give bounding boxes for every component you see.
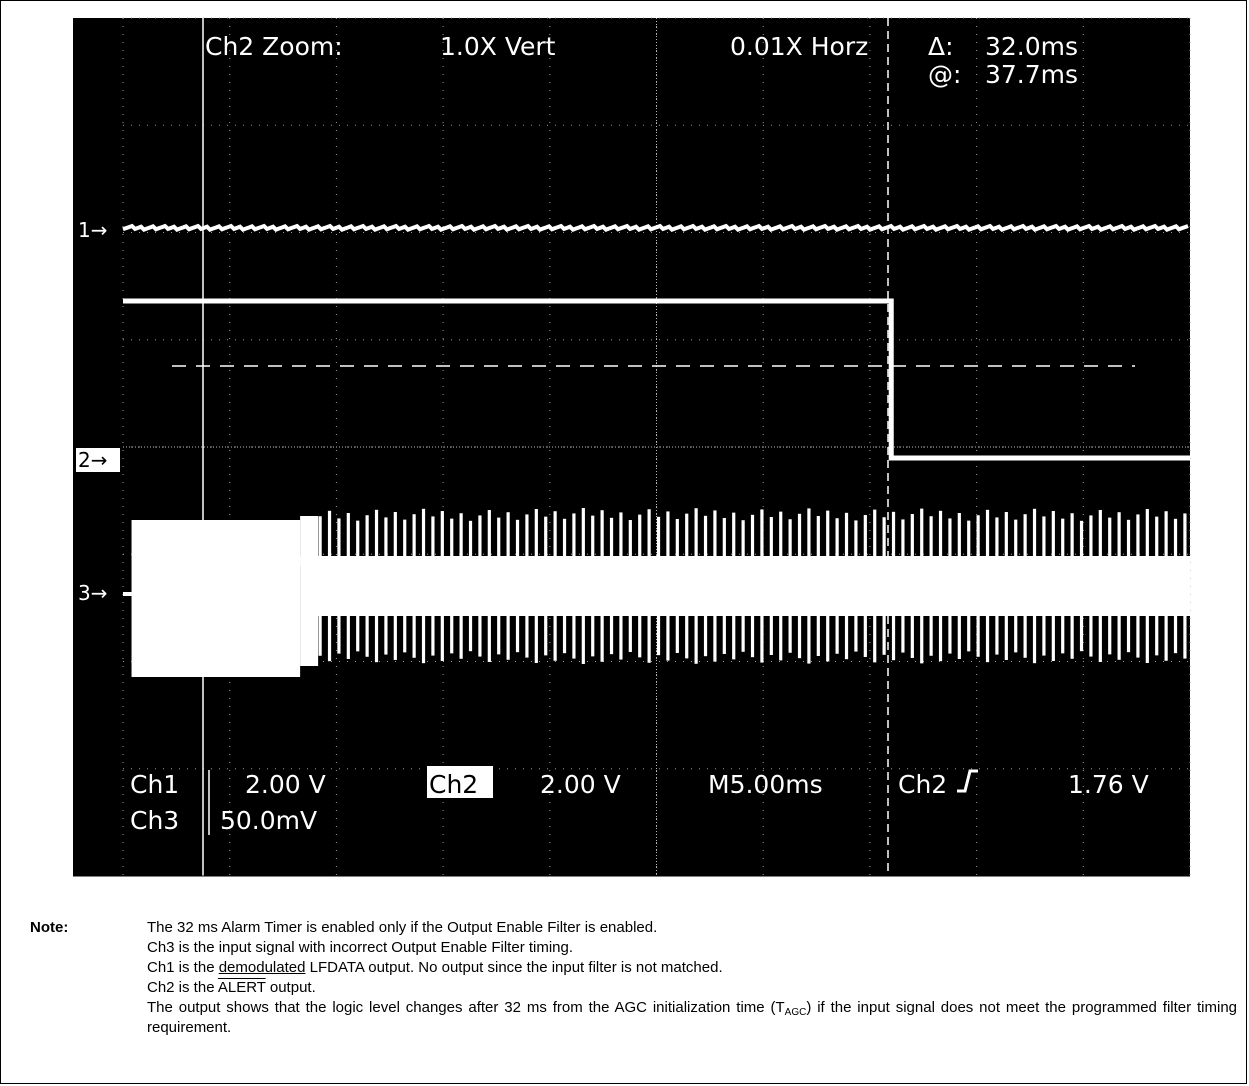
trace-ch2 <box>123 298 1190 461</box>
scope-traces <box>122 223 1190 677</box>
oscilloscope-screen: Ch2 Zoom: 1.0X Vert 0.01X Horz Δ: 32.0ms… <box>73 17 1191 877</box>
ch3-marker: 3→ <box>78 581 107 605</box>
note-line-4: Ch2 is the ALERT output. <box>147 978 1237 998</box>
trigger-source: Ch2 <box>898 770 947 799</box>
note-line-4-post: output. <box>265 979 316 996</box>
note-line-2: Ch3 is the input signal with incorrect O… <box>147 939 574 956</box>
trigger-level: 1.76 V <box>1068 770 1149 799</box>
note-line-4-overlined: ALERT <box>217 979 266 996</box>
ch2-scale: 2.00 V <box>540 770 621 799</box>
trace-ch3-solid-burst <box>131 520 301 677</box>
cursor-delta: 32.0ms <box>985 32 1078 61</box>
trace-ch1 <box>122 223 1189 232</box>
note-line-3-post: LFDATA output. No output since the input… <box>305 959 723 976</box>
delta-symbol: Δ: <box>928 32 954 61</box>
trace-ch3-edge-top <box>300 516 319 566</box>
timebase: M5.00ms <box>708 770 823 799</box>
ch3-name: Ch3 <box>130 806 179 835</box>
trigger-rising-edge-icon <box>957 769 978 793</box>
ch2-name-bg <box>427 766 493 798</box>
ch3-scale: 50.0mV <box>220 806 317 835</box>
ch1-marker: 1→ <box>78 218 107 242</box>
zoom-vert: 1.0X Vert <box>440 32 556 61</box>
ch1-scale: 2.00 V <box>245 770 326 799</box>
at-symbol: @: <box>928 60 961 89</box>
ch2-marker-bg <box>76 448 120 472</box>
trace-ch3-edge-bot <box>300 616 319 666</box>
note-line-3-pre: Ch1 is the <box>147 959 219 976</box>
scope-grid <box>73 17 1191 877</box>
note-line-5: The output shows that the logic level ch… <box>147 998 1237 1038</box>
cursor-at: 37.7ms <box>985 60 1078 89</box>
zoom-horz: 0.01X Horz <box>730 32 868 61</box>
trace-ch3-band <box>300 556 1190 616</box>
zoom-label: Ch2 Zoom: <box>205 32 343 61</box>
note-line-5-subscript: AGC <box>784 1007 807 1018</box>
note-lines: The 32 ms Alarm Timer is enabled only if… <box>147 918 1237 1038</box>
note-line-3: Ch1 is the demodulated LFDATA output. No… <box>147 958 1237 978</box>
ch2-name: Ch2 <box>429 770 478 799</box>
note-line-5-post: ) if the input signal does not meet the … <box>147 999 1238 1036</box>
note-heading: Note: <box>30 919 69 936</box>
note-line-5-pre: The output shows that the logic level ch… <box>147 999 785 1016</box>
ch2-marker: 2→ <box>78 448 107 472</box>
note-line-3-underlined: demodulated <box>218 959 306 976</box>
ch1-name: Ch1 <box>130 770 179 799</box>
note-line-4-pre: Ch2 is the <box>147 979 218 996</box>
note-line-1: The 32 ms Alarm Timer is enabled only if… <box>147 919 658 936</box>
